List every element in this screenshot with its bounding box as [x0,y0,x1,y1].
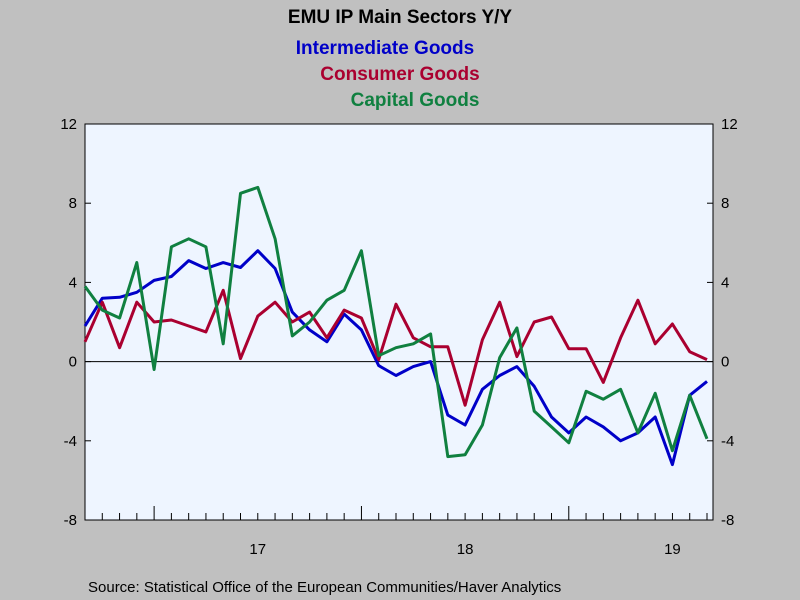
y-tick-label-left: -4 [64,433,77,450]
y-tick-label-left: 0 [69,354,77,371]
x-axis: 17 18 19 [84,506,708,558]
y-tick-label-right: 12 [721,116,738,133]
legend-label: Intermediate Goods [296,38,474,59]
x-tick-label: 19 [664,541,681,558]
chart-title: EMU IP Main Sectors Y/Y [288,7,513,28]
x-tick-label: 17 [249,541,266,558]
y-tick-label-left: 4 [69,274,77,291]
series-line [83,185,709,459]
legend-label: Consumer Goods [320,64,479,85]
series-layer [83,185,709,467]
y-tick-label-left: -8 [64,512,77,529]
y-tick-label-left: 8 [69,195,77,212]
source-note: Source: Statistical Office of the Europe… [88,579,561,596]
series-line [83,288,708,407]
series-line [83,249,708,467]
legend-label: Capital Goods [351,90,480,111]
y-axis: 12 12 8 8 4 4 0 0 -4 -4 -8 -8 [60,116,737,529]
y-tick-label-right: -4 [721,433,734,450]
y-tick-label-right: -8 [721,512,734,529]
x-tick-label: 18 [457,541,474,558]
plot-area [84,123,714,521]
y-tick-label-left: 12 [60,116,77,133]
y-tick-label-right: 4 [721,274,729,291]
y-tick-label-right: 0 [721,354,729,371]
y-tick-label-right: 8 [721,195,729,212]
legend: Intermediate Goods Consumer Goods Capital … [296,38,480,111]
